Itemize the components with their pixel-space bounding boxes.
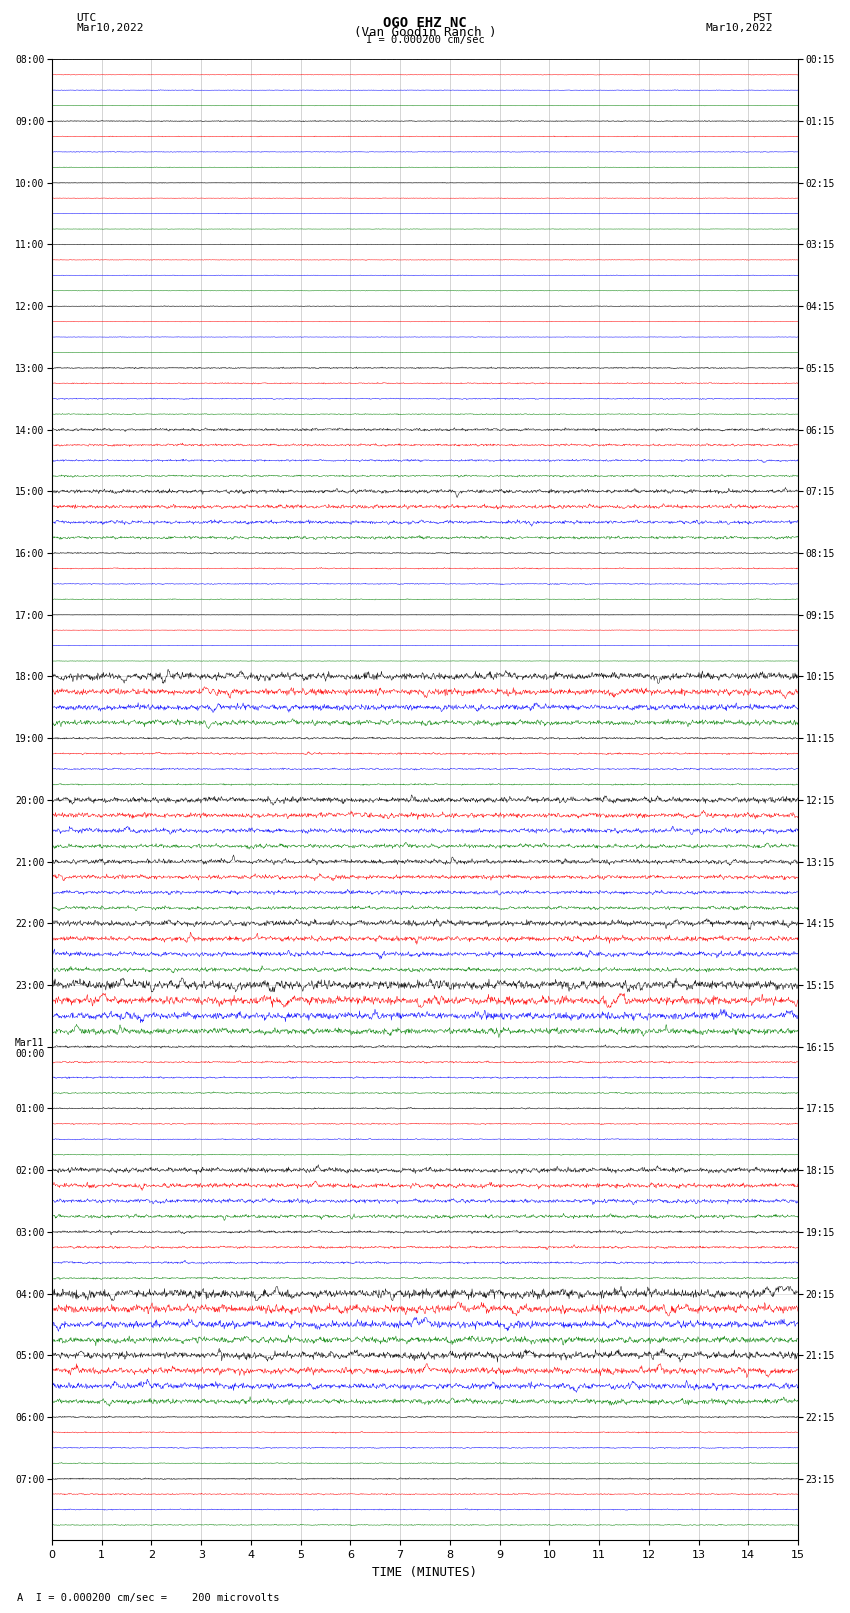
Text: OGO EHZ NC: OGO EHZ NC [383,16,467,31]
Text: Mar10,2022: Mar10,2022 [706,23,774,32]
Text: A  I = 0.000200 cm/sec =    200 microvolts: A I = 0.000200 cm/sec = 200 microvolts [17,1594,280,1603]
Text: I = 0.000200 cm/sec: I = 0.000200 cm/sec [366,35,484,45]
Text: PST: PST [753,13,774,23]
Text: UTC: UTC [76,13,97,23]
X-axis label: TIME (MINUTES): TIME (MINUTES) [372,1566,478,1579]
Text: Mar10,2022: Mar10,2022 [76,23,144,32]
Text: (Van Goodin Ranch ): (Van Goodin Ranch ) [354,26,496,39]
